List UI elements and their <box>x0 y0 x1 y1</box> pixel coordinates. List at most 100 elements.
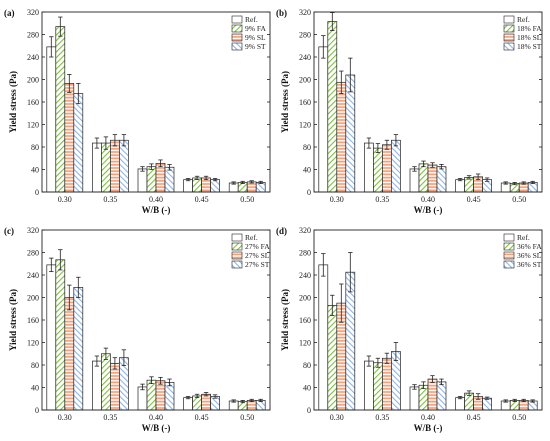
panel-tag: (b) <box>276 8 287 18</box>
bar <box>155 162 166 193</box>
bar <box>192 395 202 411</box>
legend-swatch <box>503 233 515 242</box>
y-tick-label: 80 <box>31 361 39 370</box>
legend-swatch <box>231 33 243 42</box>
x-tick-label: 0.50 <box>240 195 254 204</box>
y-tick-label: 280 <box>27 30 39 39</box>
bar <box>64 83 75 193</box>
bar <box>146 379 157 411</box>
x-axis-title: W/B (-) <box>142 423 171 433</box>
legend-swatch <box>503 251 515 260</box>
x-tick-label: 0.40 <box>421 195 435 204</box>
chart-panel: 0 40 80 120 160 200 240 280 320 0.30 0.35 0.40 0.45 0… <box>276 226 543 433</box>
plot-frame <box>41 229 271 411</box>
legend-swatch <box>231 42 243 51</box>
bar <box>155 380 166 411</box>
bar <box>55 26 66 193</box>
bar <box>101 142 111 193</box>
y-tick-label: 160 <box>299 316 311 325</box>
panel-tag: (c) <box>4 226 14 236</box>
legend-label: 9% SL <box>245 33 266 42</box>
bar <box>482 397 492 411</box>
y-tick-label: 240 <box>27 271 39 280</box>
bar <box>110 139 120 193</box>
y-tick-label: 0 <box>35 188 39 197</box>
bar <box>464 177 474 193</box>
legend-label: 18% FA <box>517 24 542 33</box>
legend-label: 18% SL <box>517 33 542 42</box>
bar <box>164 382 175 411</box>
x-tick-label: 0.45 <box>195 195 209 204</box>
x-tick-label: 0.40 <box>149 195 163 204</box>
legend-label: Ref. <box>517 15 530 24</box>
bar <box>92 360 102 411</box>
y-tick-label: 40 <box>31 165 39 174</box>
y-tick-label: 120 <box>27 338 39 347</box>
x-tick-label: 0.35 <box>103 413 117 422</box>
legend-swatch <box>231 233 243 242</box>
y-tick-label: 200 <box>299 293 311 302</box>
bar <box>436 381 447 411</box>
plot-frame <box>313 11 543 193</box>
bar <box>455 179 465 193</box>
bar <box>73 93 84 193</box>
bar <box>183 397 193 411</box>
legend-label: Ref. <box>245 15 258 24</box>
y-tick-label: 160 <box>299 98 311 107</box>
bar <box>382 357 392 411</box>
bar <box>327 21 338 193</box>
legend-swatch <box>231 260 243 269</box>
legend-swatch <box>503 24 515 33</box>
y-tick-label: 240 <box>299 271 311 280</box>
y-tick-label: 0 <box>35 406 39 415</box>
y-tick-label: 240 <box>299 53 311 62</box>
legend-swatch <box>503 242 515 251</box>
y-axis-title: Yield stress (Pa) <box>8 71 18 133</box>
y-tick-label: 320 <box>299 8 311 17</box>
bar <box>373 362 383 411</box>
x-tick-label: 0.45 <box>467 413 481 422</box>
y-tick-label: 200 <box>27 293 39 302</box>
chart-panel: 0 40 80 120 160 200 240 280 320 0.30 0.35 0.40 0.45 0… <box>4 226 271 433</box>
x-tick-label: 0.35 <box>375 195 389 204</box>
bar <box>391 139 401 193</box>
plot-frame <box>313 229 543 411</box>
bar <box>373 147 383 193</box>
y-tick-label: 80 <box>303 143 311 152</box>
panels: 0 40 80 120 160 200 240 280 320 0.30 0.35 0.40 0.45 0… <box>4 8 543 433</box>
bar <box>119 139 129 193</box>
legend-label: 27% SL <box>245 251 270 260</box>
bar <box>409 386 420 411</box>
legend-swatch <box>231 24 243 33</box>
y-tick-label: 40 <box>303 383 311 392</box>
bar <box>137 168 148 193</box>
y-tick-label: 280 <box>27 248 39 257</box>
bar <box>364 142 374 193</box>
legend-swatch <box>503 33 515 42</box>
bar <box>210 179 220 193</box>
legend-label: 36% SL <box>517 251 542 260</box>
bar <box>455 397 465 411</box>
bar <box>64 297 75 411</box>
bar <box>192 177 202 193</box>
bar <box>336 81 347 193</box>
bar <box>201 177 211 193</box>
bar <box>183 179 193 193</box>
y-tick-label: 280 <box>299 248 311 257</box>
legend-label: 36% FA <box>517 242 542 251</box>
legend-swatch <box>503 15 515 24</box>
bar <box>409 168 420 193</box>
y-tick-label: 80 <box>31 143 39 152</box>
bar <box>55 259 66 411</box>
y-axis-title: Yield stress (Pa) <box>8 289 18 351</box>
y-tick-label: 120 <box>27 120 39 129</box>
y-tick-label: 240 <box>27 53 39 62</box>
bar <box>427 164 438 193</box>
y-tick-label: 80 <box>303 361 311 370</box>
bar <box>110 362 120 411</box>
x-tick-label: 0.30 <box>58 413 72 422</box>
chart-panel: 0 40 80 120 160 200 240 280 320 0.30 0.35 0.40 0.45 0… <box>276 8 543 215</box>
y-axis-title: Yield stress (Pa) <box>280 289 290 351</box>
x-tick-label: 0.50 <box>512 195 526 204</box>
legend-label: 27% ST <box>245 260 270 269</box>
